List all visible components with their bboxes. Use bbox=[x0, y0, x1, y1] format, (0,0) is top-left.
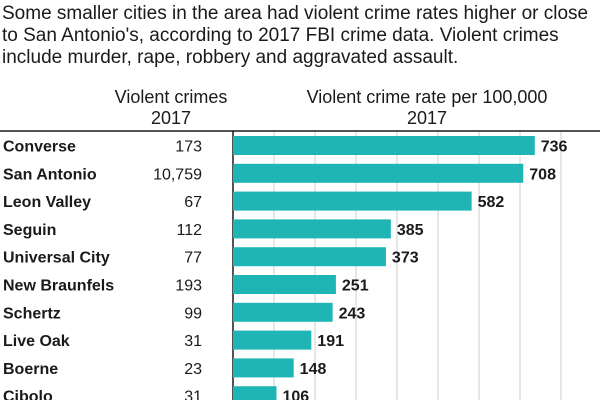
chart-row: Boerne 23 148 bbox=[3, 358, 326, 378]
crime-rate-bar bbox=[233, 386, 277, 400]
chart-row: Live Oak 31 191 bbox=[3, 330, 344, 350]
crime-rate-bar bbox=[233, 191, 472, 211]
violent-crimes-count: 77 bbox=[184, 250, 202, 267]
violent-crimes-count: 10,759 bbox=[153, 166, 202, 183]
crime-rate-bar bbox=[233, 330, 312, 350]
violent-crimes-count: 112 bbox=[176, 222, 202, 239]
crime-rate-bar bbox=[233, 302, 333, 322]
crime-rate-header-label: Violent crime rate per 100,000 bbox=[306, 87, 548, 107]
chart-row: Converse 173 736 bbox=[3, 136, 568, 156]
violent-crimes-count: 99 bbox=[184, 305, 202, 322]
city-label: Converse bbox=[3, 139, 76, 156]
crime-rate-value-label: 243 bbox=[339, 305, 366, 322]
crime-rate-header-year: 2017 bbox=[406, 108, 448, 128]
crime-rate-value-label: 582 bbox=[478, 194, 505, 211]
crime-rate-bar bbox=[233, 358, 294, 378]
chart-row: Leon Valley 67 582 bbox=[3, 191, 505, 211]
violent-crimes-column-header: Violent crimes 2017 bbox=[112, 87, 230, 129]
violent-crimes-count: 67 bbox=[184, 194, 202, 211]
intro-text: Some smaller cities in the area had viol… bbox=[2, 3, 589, 68]
chart-row: Seguin 112 385 bbox=[3, 219, 424, 239]
crime-rate-value-label: 251 bbox=[342, 278, 369, 295]
city-label: Cibolo bbox=[3, 389, 53, 400]
city-label: Seguin bbox=[3, 222, 56, 239]
crime-rate-value-label: 191 bbox=[317, 333, 344, 350]
crime-rate-value-label: 373 bbox=[392, 250, 419, 267]
violent-crimes-count: 173 bbox=[175, 139, 202, 156]
crime-rate-bar bbox=[233, 219, 391, 239]
city-label: Schertz bbox=[3, 305, 61, 322]
crime-rate-bar bbox=[233, 275, 336, 294]
violent-crimes-header-year: 2017 bbox=[150, 108, 192, 128]
city-label: Boerne bbox=[3, 361, 58, 378]
crime-rate-value-label: 708 bbox=[529, 166, 556, 183]
chart-rows: Converse 173 736 San Antonio 10,759 708 Leon V… bbox=[3, 136, 568, 400]
city-label: New Braunfels bbox=[3, 278, 114, 295]
city-label: Leon Valley bbox=[3, 194, 91, 211]
chart-row: Cibolo 31 106 bbox=[3, 386, 309, 400]
crime-rate-value-label: 106 bbox=[282, 389, 309, 400]
violent-crimes-count: 23 bbox=[184, 361, 202, 378]
crime-rate-column-header: Violent crime rate per 100,000 2017 bbox=[286, 87, 568, 129]
violent-crimes-count: 193 bbox=[175, 278, 202, 295]
city-label: Universal City bbox=[3, 250, 110, 267]
crime-rate-value-label: 148 bbox=[300, 361, 327, 378]
crime-rate-value-label: 736 bbox=[541, 139, 568, 156]
crime-rate-value-label: 385 bbox=[397, 222, 424, 239]
crime-rate-bar bbox=[233, 247, 386, 267]
chart-row: Universal City 77 373 bbox=[3, 247, 419, 267]
violent-crimes-header-label: Violent crimes bbox=[114, 87, 228, 107]
chart-row: San Antonio 10,759 708 bbox=[3, 163, 556, 183]
chart-row: New Braunfels 193 251 bbox=[3, 275, 369, 295]
violent-crimes-count: 31 bbox=[184, 389, 202, 400]
city-label: San Antonio bbox=[3, 166, 97, 183]
violent-crimes-count: 31 bbox=[184, 333, 202, 350]
crime-rate-bar bbox=[233, 163, 524, 183]
city-label: Live Oak bbox=[3, 333, 70, 350]
crime-rate-bar bbox=[233, 136, 535, 155]
chart-row: Schertz 99 243 bbox=[3, 302, 366, 322]
